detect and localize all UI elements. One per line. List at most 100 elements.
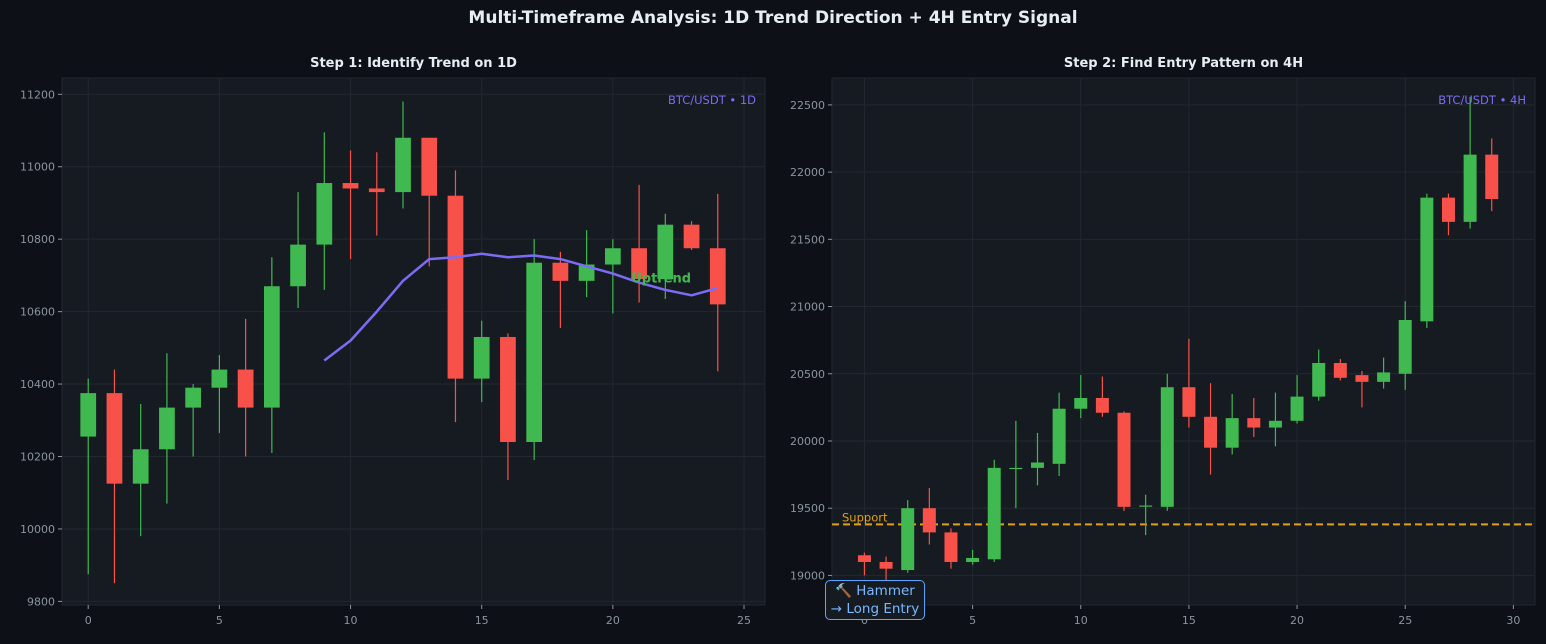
candle — [1333, 358, 1347, 381]
candle — [879, 556, 893, 581]
candle — [526, 239, 543, 461]
candle — [1182, 338, 1196, 428]
x-tick-label: 0 — [85, 614, 92, 627]
candle — [395, 101, 411, 209]
candle-body — [1204, 416, 1218, 448]
hammer-annotation: 🔨 Hammer → Long Entry — [825, 580, 925, 620]
y-tick-label: 20000 — [790, 435, 825, 448]
candle — [987, 459, 1001, 562]
candle-body — [1247, 418, 1261, 428]
candle-body — [500, 336, 516, 443]
panel-title: Step 1: Identify Trend on 1D — [310, 56, 517, 71]
y-tick-label: 22500 — [790, 99, 825, 112]
candle-body — [1333, 363, 1347, 378]
candle — [944, 528, 958, 569]
candle — [1052, 392, 1066, 476]
candle-body — [1160, 387, 1174, 507]
candle — [1160, 373, 1174, 511]
candle — [1268, 392, 1282, 447]
plot-area — [61, 77, 766, 606]
candle — [1441, 193, 1455, 236]
candle — [1225, 393, 1239, 455]
candle-body — [185, 387, 202, 408]
x-tick-label: 10 — [1074, 614, 1088, 627]
candle-body — [1420, 197, 1434, 322]
candle-body — [944, 532, 958, 562]
candle — [421, 137, 438, 267]
y-tick-label: 21500 — [790, 233, 825, 246]
candle-body — [1031, 462, 1044, 468]
candle-body — [421, 137, 438, 196]
candle-body — [132, 449, 149, 484]
candle — [1139, 494, 1153, 536]
support-label: Support — [842, 510, 888, 524]
candle-body — [1398, 319, 1412, 374]
candle — [657, 213, 674, 299]
y-tick-label: 21000 — [790, 301, 825, 314]
candle — [447, 170, 464, 423]
y-tick-label: 11200 — [20, 88, 55, 101]
candle — [1031, 432, 1044, 486]
annotation-line-1: 🔨 Hammer — [835, 583, 915, 599]
candle-body — [657, 224, 674, 280]
candle-body — [1377, 372, 1391, 382]
candle — [1247, 397, 1261, 437]
candle-body — [879, 561, 893, 569]
candle — [1074, 375, 1088, 419]
candle-body — [1009, 467, 1023, 470]
candle — [80, 378, 97, 575]
candle-body — [683, 224, 700, 249]
candle-body — [552, 262, 569, 281]
candle-body — [290, 244, 306, 287]
candle-body — [1182, 387, 1196, 417]
y-tick-label: 19000 — [790, 569, 825, 582]
candle — [342, 150, 359, 260]
candle — [1204, 383, 1218, 475]
x-tick-label: 0 — [861, 614, 868, 627]
candle — [1463, 96, 1477, 229]
candle — [1312, 349, 1326, 401]
candle-body — [1074, 397, 1088, 409]
candle-body — [901, 508, 915, 571]
candle-body — [159, 407, 175, 450]
x-tick-label: 25 — [1398, 614, 1412, 627]
candle — [604, 239, 621, 314]
symbol-badge: BTC/USDT • 4H — [1438, 93, 1526, 107]
candle — [185, 384, 202, 457]
y-tick-label: 10000 — [20, 523, 55, 536]
trend-label: Uptrend — [631, 272, 691, 287]
symbol-badge: BTC/USDT • 1D — [668, 93, 756, 107]
candle-body — [1268, 420, 1282, 428]
candle-body — [106, 393, 123, 484]
candle — [1009, 420, 1023, 509]
y-tick-label: 19500 — [790, 502, 825, 515]
candle-body — [1463, 154, 1477, 222]
x-tick-label: 15 — [1182, 614, 1196, 627]
candle — [857, 552, 871, 576]
candle-body — [316, 183, 333, 245]
candle — [263, 257, 280, 453]
candle — [1095, 376, 1109, 417]
y-tick-label: 11000 — [20, 161, 55, 174]
candle — [1485, 138, 1499, 212]
candle-body — [526, 262, 543, 443]
x-tick-label: 30 — [1506, 614, 1520, 627]
annotation-line-2: → Long Entry — [830, 601, 920, 617]
candle — [1355, 371, 1369, 408]
candle-body — [604, 248, 621, 265]
candle-body — [1139, 505, 1153, 507]
candle — [966, 549, 980, 565]
candle-body — [631, 248, 647, 280]
plot-area — [831, 77, 1536, 606]
candle-body — [237, 369, 254, 408]
candle — [1290, 375, 1304, 424]
candle-body — [395, 137, 411, 193]
candle-body — [80, 393, 97, 437]
candle-body — [1290, 396, 1304, 421]
x-tick-label: 25 — [737, 614, 751, 627]
candle-body — [987, 467, 1001, 560]
candle-body — [1095, 397, 1109, 413]
y-tick-label: 20500 — [790, 368, 825, 381]
candle — [290, 192, 306, 308]
